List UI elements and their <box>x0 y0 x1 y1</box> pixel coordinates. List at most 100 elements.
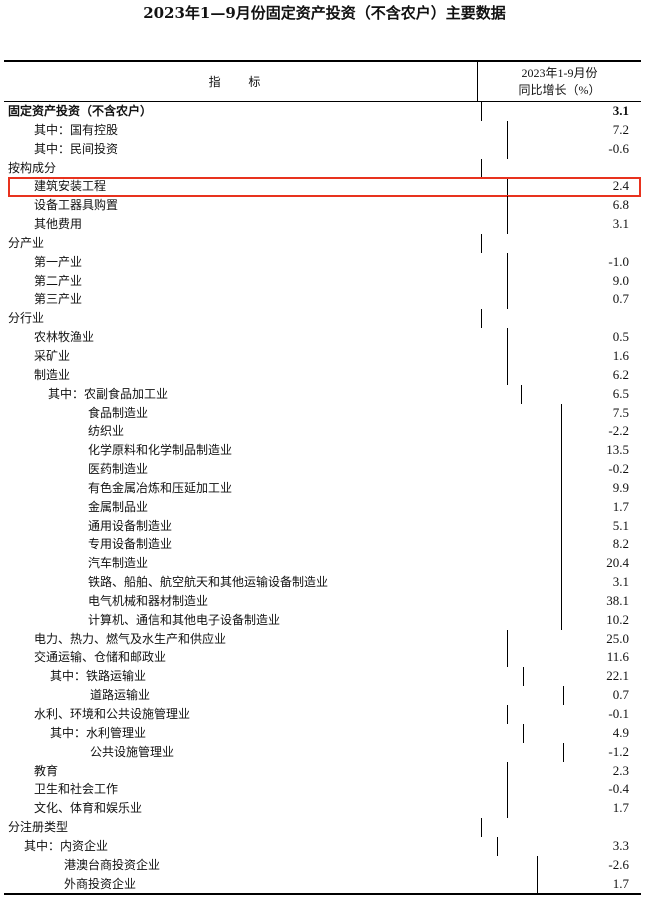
table-row: 铁路、船舶、航空航天和其他运输设备制造业 3.1 <box>4 573 641 592</box>
row-label: 道路运输业 <box>4 686 564 705</box>
table-row: 电气机械和器材制造业 38.1 <box>4 591 641 611</box>
row-label: 化学原料和化学制品制造业 <box>4 441 562 461</box>
row-label: 采矿业 <box>4 346 508 366</box>
row-label: 固定资产投资（不含农户） <box>4 102 482 121</box>
row-value: 1.7 <box>612 498 629 514</box>
table-row: 第一产业 -1.0 <box>4 252 641 272</box>
row-label: 电力、热力、燃气及水生产和供应业 <box>4 629 508 649</box>
row-value <box>482 818 641 837</box>
table-row: 建筑安装工程 2.4 <box>4 177 641 198</box>
row-label: 其中：农副食品加工业 <box>4 384 522 404</box>
row-value: -0.1 <box>608 706 629 721</box>
row-label: 金属制品业 <box>4 497 562 517</box>
table-row: 其中：铁路运输业 22.1 <box>4 667 641 687</box>
row-label: 设备工器具购置 <box>4 196 508 216</box>
table-row: 制造业 6.2 <box>4 365 641 385</box>
table-row: 金属制品业 1.7 <box>4 497 641 517</box>
row-label: 交通运输、仓储和邮政业 <box>4 648 508 668</box>
table-row: 食品制造业 7.5 <box>4 403 641 423</box>
table-header: 指 标 2023年1-9月份 同比增长（%） <box>4 62 641 102</box>
table-row: 第三产业 0.7 <box>4 290 641 310</box>
row-value: 2.4 <box>612 178 629 194</box>
table-row: 汽车制造业 20.4 <box>4 554 641 574</box>
row-label: 文化、体育和娱乐业 <box>4 799 508 819</box>
row-value: 1.7 <box>612 875 629 891</box>
row-value: 38.1 <box>606 592 629 608</box>
row-value: 20.4 <box>606 555 629 571</box>
row-label: 汽车制造业 <box>4 554 562 574</box>
row-label: 分产业 <box>4 233 482 253</box>
metric-label: 同比增长（%） <box>518 83 601 97</box>
row-label: 电气机械和器材制造业 <box>4 591 562 611</box>
row-value: 6.5 <box>612 385 629 401</box>
row-value: 9.9 <box>612 479 629 495</box>
table-row: 其中：水利管理业 4.9 <box>4 723 641 743</box>
table-row: 其他费用 3.1 <box>4 215 641 234</box>
row-value: 7.2 <box>612 121 629 137</box>
period-label: 2023年1-9月份 <box>521 66 598 80</box>
row-label: 教育 <box>4 761 508 781</box>
row-value: 2.3 <box>612 762 629 778</box>
row-label: 食品制造业 <box>4 403 562 423</box>
row-label: 农林牧渔业 <box>4 328 508 347</box>
table-row: 医药制造业 -0.2 <box>4 460 641 479</box>
table-row: 分行业 <box>4 309 641 329</box>
table-row: 计算机、通信和其他电子设备制造业 10.2 <box>4 610 641 630</box>
row-label: 分注册类型 <box>4 818 482 837</box>
table-row: 水利、环境和公共设施管理业 -0.1 <box>4 705 641 724</box>
row-value: 0.7 <box>612 291 629 307</box>
page-title: 2023年1—9月份固定资产投资（不含农户）主要数据 <box>143 4 506 22</box>
table-row: 电力、热力、燃气及水生产和供应业 25.0 <box>4 629 641 649</box>
row-value: -0.2 <box>608 461 629 477</box>
row-value: 10.2 <box>606 611 629 627</box>
row-label: 公共设施管理业 <box>4 742 564 762</box>
row-label: 其中：水利管理业 <box>4 723 524 743</box>
row-label: 铁路、船舶、航空航天和其他运输设备制造业 <box>4 573 562 592</box>
row-value: 3.1 <box>612 103 629 118</box>
table-row: 外商投资企业 1.7 <box>4 874 641 894</box>
table-row: 固定资产投资（不含农户） 3.1 <box>4 102 641 121</box>
row-value: -2.6 <box>608 856 629 872</box>
table-row: 其中：民间投资 -0.6 <box>4 139 641 159</box>
row-label: 计算机、通信和其他电子设备制造业 <box>4 610 562 630</box>
row-label: 水利、环境和公共设施管理业 <box>4 705 508 724</box>
row-value: -1.0 <box>608 253 629 269</box>
row-value: -1.2 <box>608 743 629 759</box>
row-value: -0.6 <box>608 140 629 156</box>
table-row: 卫生和社会工作 -0.4 <box>4 780 641 800</box>
row-value: 6.2 <box>612 366 629 382</box>
row-value: -2.2 <box>608 423 629 439</box>
table-row: 道路运输业 0.7 <box>4 686 641 705</box>
row-label: 其中：国有控股 <box>4 120 508 140</box>
row-value <box>482 159 641 178</box>
table-row: 农林牧渔业 0.5 <box>4 328 641 347</box>
row-value: 4.9 <box>612 724 629 740</box>
table-row: 其中：内资企业 3.3 <box>4 836 641 856</box>
row-value: 0.7 <box>612 687 629 703</box>
table-row: 通用设备制造业 5.1 <box>4 516 641 536</box>
table-row: 公共设施管理业 -1.2 <box>4 742 641 762</box>
table-row: 分产业 <box>4 233 641 253</box>
row-label: 医药制造业 <box>4 460 562 479</box>
table-row: 分注册类型 <box>4 818 641 837</box>
row-value: 25.0 <box>606 630 629 646</box>
row-label: 港澳台商投资企业 <box>4 855 538 875</box>
table-row: 设备工器具购置 6.8 <box>4 196 641 216</box>
row-label: 第三产业 <box>4 290 508 310</box>
table-row: 港澳台商投资企业 -2.6 <box>4 855 641 875</box>
row-label: 其中：内资企业 <box>4 836 498 856</box>
row-label: 通用设备制造业 <box>4 516 562 536</box>
row-value: 0.5 <box>612 329 629 345</box>
table-row: 有色金属冶炼和压延加工业 9.9 <box>4 478 641 498</box>
table-body: 固定资产投资（不含农户） 3.1 其中：国有控股 7.2 其中：民间投资 -0.6 按构成分… <box>4 102 641 894</box>
row-value: 13.5 <box>606 442 629 458</box>
table-row: 化学原料和化学制品制造业 13.5 <box>4 441 641 461</box>
row-value: 5.1 <box>612 517 629 533</box>
row-label: 有色金属冶炼和压延加工业 <box>4 478 562 498</box>
table-row: 交通运输、仓储和邮政业 11.6 <box>4 648 641 668</box>
table-row: 文化、体育和娱乐业 1.7 <box>4 799 641 819</box>
row-value: 3.1 <box>612 574 629 590</box>
row-value: 1.7 <box>612 800 629 816</box>
row-label: 建筑安装工程 <box>4 177 508 197</box>
row-value: 8.2 <box>612 536 629 552</box>
